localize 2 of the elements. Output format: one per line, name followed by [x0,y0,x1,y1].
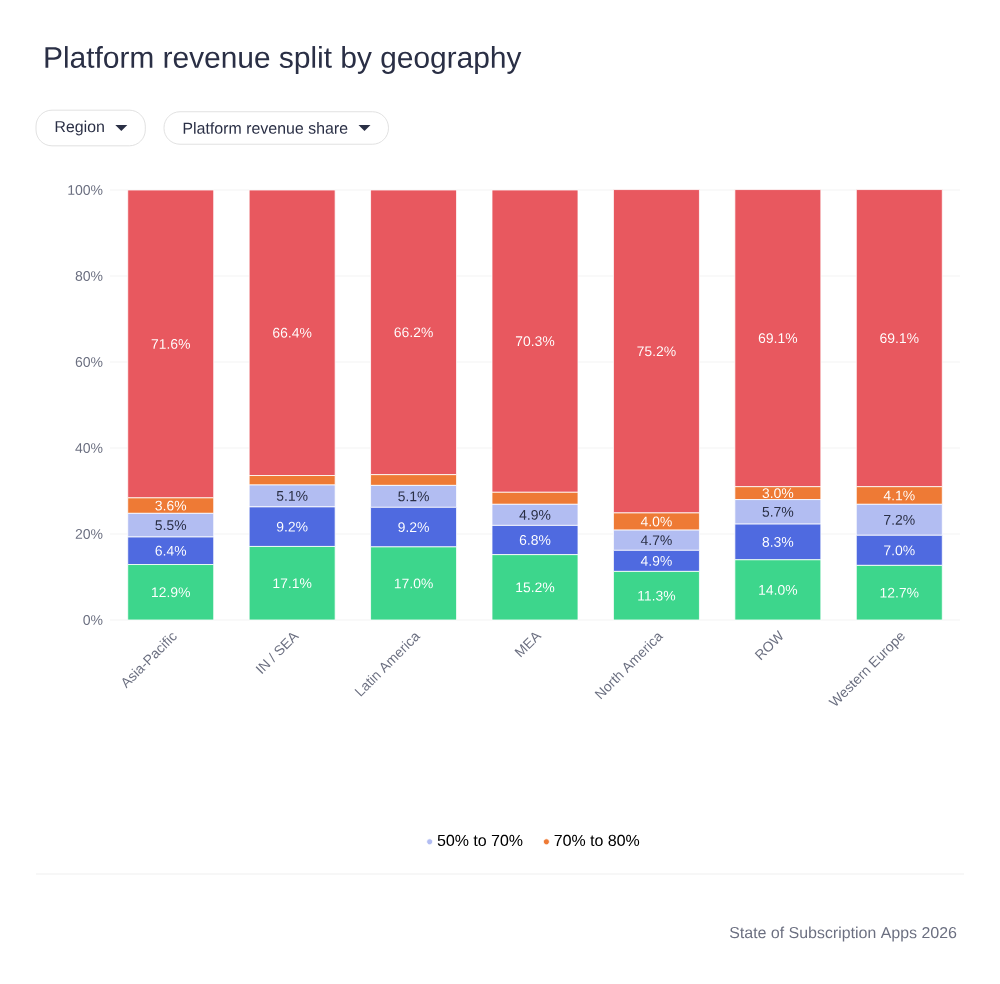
chart-title: Platform revenue split by geography [45,46,522,74]
bar [248,189,336,476]
